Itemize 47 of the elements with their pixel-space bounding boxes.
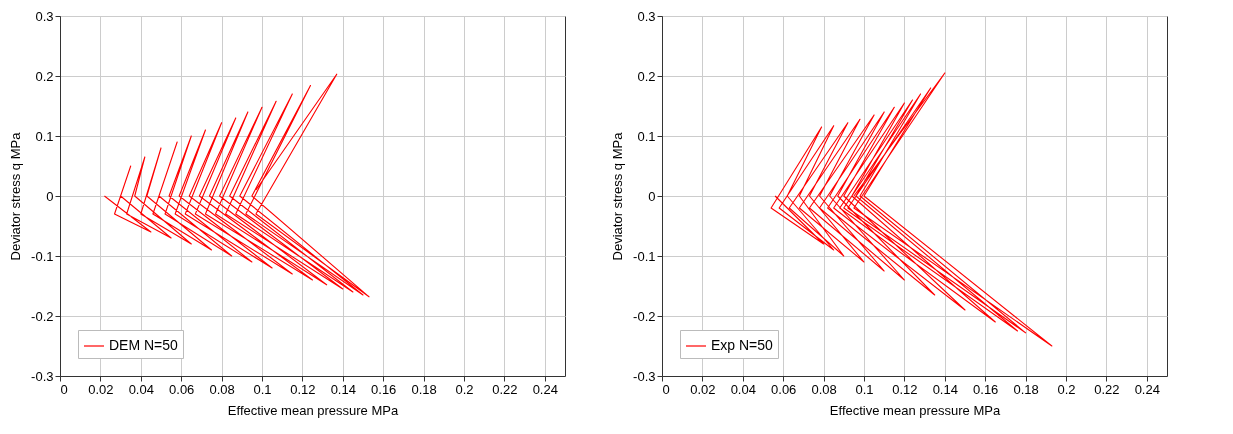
x-tick-label: 0.06 <box>771 381 797 397</box>
x-tick-label: 0.2 <box>455 381 474 397</box>
y-tick-label: 0.1 <box>35 128 54 144</box>
x-axis-title: Effective mean pressure MPa <box>829 402 1001 418</box>
x-tick-label: 0.1 <box>855 381 874 397</box>
y-tick-label: 0.1 <box>637 128 656 144</box>
x-tick-label: 0.22 <box>492 381 518 397</box>
x-tick-label: 0.02 <box>690 381 716 397</box>
x-tick-label: 0.22 <box>1094 381 1120 397</box>
legend-label: DEM N=50 <box>109 337 179 353</box>
x-tick-label: 0.12 <box>290 381 316 397</box>
y-tick-label: -0.2 <box>633 308 656 324</box>
y-axis-title: Deviator stress q MPa <box>8 131 24 261</box>
y-tick-label: 0.2 <box>637 68 656 84</box>
y-tick-label: 0 <box>46 188 54 204</box>
x-axis-title: Effective mean pressure MPa <box>227 402 399 418</box>
y-tick-label: -0.1 <box>31 248 54 264</box>
y-tick-label: 0.3 <box>637 8 656 24</box>
x-tick-label: 0.1 <box>253 381 272 397</box>
x-tick-label: 0 <box>60 381 68 397</box>
y-tick-label: -0.3 <box>31 368 54 384</box>
x-tick-label: 0.08 <box>811 381 837 397</box>
y-tick-label: 0 <box>648 188 656 204</box>
x-tick-label: 0.14 <box>330 381 356 397</box>
x-tick-label: 0.14 <box>932 381 958 397</box>
x-tick-label: 0.12 <box>892 381 918 397</box>
legend-label: Exp N=50 <box>711 337 774 353</box>
x-tick-label: 0.24 <box>1134 381 1160 397</box>
x-tick-label: 0 <box>662 381 670 397</box>
x-tick-label: 0.2 <box>1057 381 1076 397</box>
line-series <box>103 73 370 298</box>
x-tick-label: 0.16 <box>973 381 999 397</box>
y-tick-label: 0.3 <box>35 8 54 24</box>
y-tick-label: -0.3 <box>633 368 656 384</box>
x-tick-label: 0.18 <box>411 381 437 397</box>
x-tick-label: 0.04 <box>730 381 756 397</box>
y-axis-title: Deviator stress q MPa <box>610 131 626 261</box>
x-tick-label: 0.24 <box>532 381 558 397</box>
y-tick-label: 0.2 <box>35 68 54 84</box>
x-tick-label: 0.18 <box>1013 381 1039 397</box>
x-tick-label: 0.02 <box>88 381 114 397</box>
x-tick-label: 0.08 <box>209 381 235 397</box>
y-tick-label: -0.2 <box>31 308 54 324</box>
x-tick-label: 0.04 <box>128 381 154 397</box>
y-tick-label: -0.1 <box>633 248 656 264</box>
x-tick-label: 0.16 <box>371 381 397 397</box>
x-tick-label: 0.06 <box>169 381 195 397</box>
